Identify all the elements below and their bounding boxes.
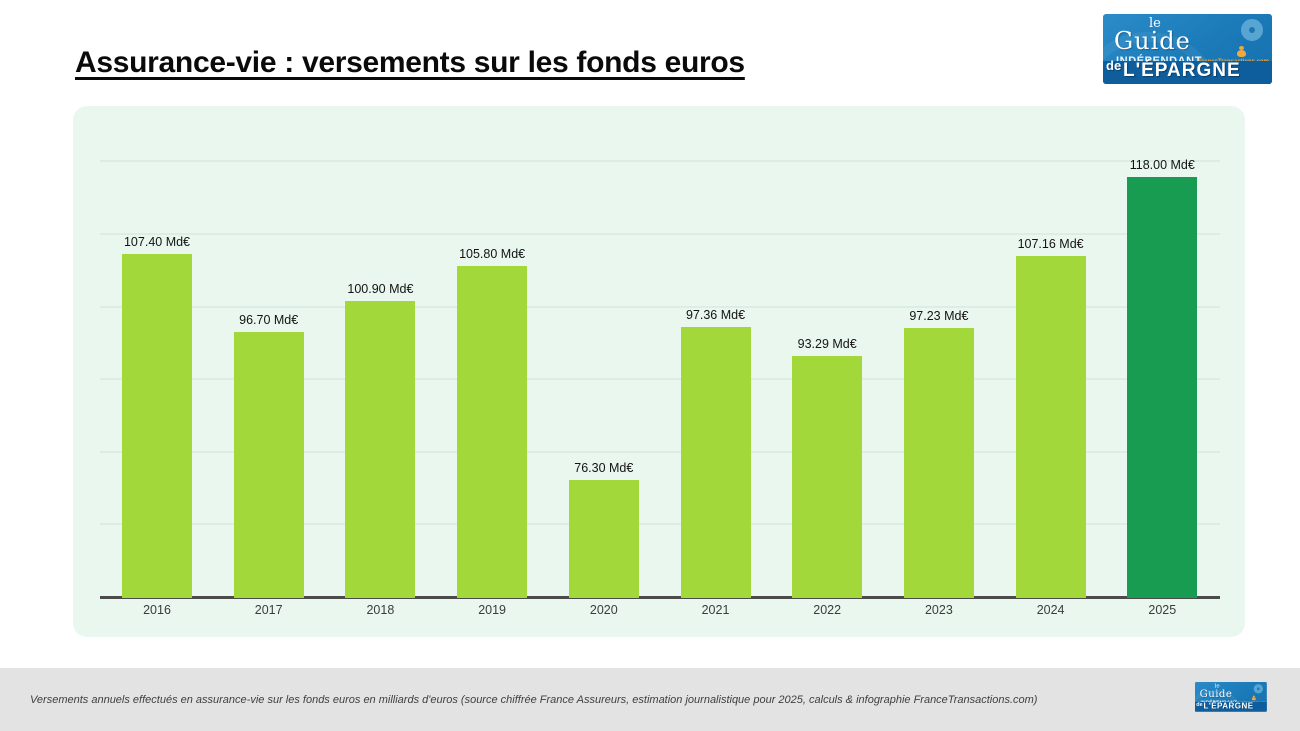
guide-epargne-logo: le Guide INDÉPENDANT FranceTransactions.… bbox=[1103, 14, 1272, 84]
bar-value-label-2024: 107.16 Md€ bbox=[1017, 236, 1084, 251]
bar-2018 bbox=[345, 301, 416, 598]
bar-2023 bbox=[903, 327, 974, 598]
bar-2025 bbox=[1127, 176, 1198, 598]
logo-text-le: le bbox=[1149, 16, 1161, 31]
bar-value-label-2018: 100.90 Md€ bbox=[347, 282, 414, 297]
logo-ring-icon bbox=[1253, 684, 1263, 694]
bar-2024 bbox=[1015, 255, 1086, 598]
x-tick-label-2023: 2023 bbox=[924, 603, 953, 617]
bar-value-label-2021: 97.36 Md€ bbox=[685, 307, 746, 322]
x-tick-label-2025: 2025 bbox=[1148, 603, 1177, 617]
x-axis-line bbox=[100, 596, 1220, 599]
logo-ring-icon bbox=[1241, 19, 1263, 41]
francetransactions-icon bbox=[1251, 695, 1256, 701]
logo-band bbox=[1103, 61, 1272, 84]
francetransactions-icon bbox=[1237, 46, 1246, 57]
bar-value-label-2023: 97.23 Md€ bbox=[909, 308, 969, 323]
x-tick-label-2019: 2019 bbox=[478, 603, 506, 617]
bar-2022 bbox=[792, 356, 863, 598]
logo-text-epargne: L'ÉPARGNE bbox=[1123, 60, 1241, 81]
gridline bbox=[100, 450, 1220, 453]
bar-2021 bbox=[680, 326, 751, 598]
bar-2019 bbox=[457, 265, 528, 598]
bar-value-label-2016: 107.40 Md€ bbox=[123, 234, 191, 249]
bar-2020 bbox=[568, 479, 639, 598]
bar-value-label-2017: 96.70 Md€ bbox=[239, 312, 299, 327]
bar-value-label-2022: 93.29 Md€ bbox=[797, 337, 857, 352]
bar-2017 bbox=[233, 331, 304, 598]
x-tick-label-2017: 2017 bbox=[254, 603, 283, 617]
x-tick-label-2020: 2020 bbox=[589, 603, 618, 617]
gridline bbox=[100, 160, 1220, 163]
logo-band bbox=[1195, 701, 1267, 712]
footer-caption: Versements annuels effectués en assuranc… bbox=[30, 693, 1038, 706]
x-tick-label-2024: 2024 bbox=[1036, 603, 1065, 617]
logo-text-epargne: L'ÉPARGNE bbox=[1203, 701, 1254, 711]
gridline bbox=[100, 378, 1220, 381]
x-tick-label-2021: 2021 bbox=[701, 603, 730, 617]
logo-text-de: de bbox=[1106, 58, 1122, 73]
logo-text-guide: Guide bbox=[1199, 687, 1233, 700]
logo-text-guide: Guide bbox=[1114, 27, 1191, 55]
x-tick-label-2022: 2022 bbox=[813, 603, 842, 617]
gridline bbox=[100, 305, 1220, 308]
chart-panel: 107.40 Md€ 2016 96.70 Md€ 2017 100.90 Md€ 201… bbox=[73, 106, 1245, 637]
bar-value-label-2025: 118.00 Md€ bbox=[1129, 157, 1195, 172]
gridline bbox=[100, 233, 1220, 235]
footer-brand-logo: le Guide INDÉPENDANT FranceTransactions.… bbox=[1195, 682, 1267, 712]
guide-epargne-logo-small: le Guide INDÉPENDANT FranceTransactions.… bbox=[1195, 682, 1267, 712]
bar-value-label-2020: 76.30 Md€ bbox=[574, 460, 634, 475]
brand-logo: le Guide INDÉPENDANT FranceTransactions.… bbox=[1103, 14, 1272, 84]
footer-band: Versements annuels effectués en assuranc… bbox=[0, 668, 1300, 731]
page-title: Assurance-vie : versements sur les fonds… bbox=[75, 46, 745, 79]
logo-text-le: le bbox=[1214, 682, 1220, 690]
bar-value-label-2019: 105.80 Md€ bbox=[459, 246, 526, 261]
bar-2016 bbox=[122, 253, 192, 598]
logo-text-de: de bbox=[1196, 700, 1203, 708]
x-tick-label-2018: 2018 bbox=[366, 603, 395, 617]
gridline bbox=[100, 523, 1220, 526]
x-tick-label-2016: 2016 bbox=[143, 603, 171, 617]
